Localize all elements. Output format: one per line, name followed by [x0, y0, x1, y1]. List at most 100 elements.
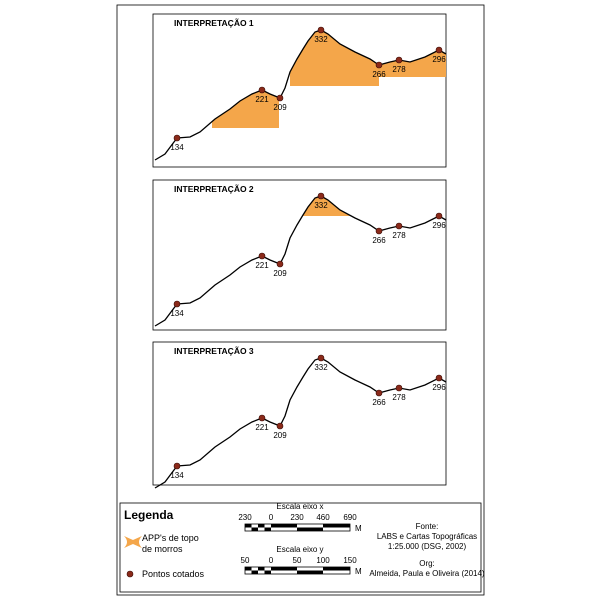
point [435, 46, 443, 54]
point-label: 221 [255, 95, 269, 104]
point [375, 227, 383, 235]
point [317, 26, 325, 34]
scale-unit: M [355, 567, 362, 576]
point [258, 252, 266, 260]
scale-label: 150 [343, 556, 357, 565]
point [317, 192, 325, 200]
legend-box [119, 502, 482, 593]
app-symbol [124, 536, 142, 548]
scale-unit: M [355, 524, 362, 533]
point-label: 266 [372, 398, 386, 407]
panel-frame [152, 341, 447, 486]
point [276, 94, 284, 102]
point-label: 266 [372, 236, 386, 245]
source: LABS e Cartas Topográficas [377, 532, 477, 541]
point [375, 389, 383, 397]
point [258, 414, 266, 422]
scale-cell [323, 524, 350, 528]
panels: INTERPRETAÇÃO 1134221209332266278296INTE… [152, 13, 447, 489]
scale-title: Escala eixo x [276, 502, 323, 511]
scale-label: 50 [241, 556, 250, 565]
scale-cell [251, 570, 258, 574]
scale-label: 230 [238, 513, 252, 522]
scale-cell [258, 567, 265, 571]
app-area [212, 90, 279, 128]
point-label: 221 [255, 423, 269, 432]
point [258, 86, 266, 94]
point-label: 332 [314, 363, 328, 372]
scale-label: 0 [269, 556, 274, 565]
source: Fonte: [416, 522, 439, 531]
scale-label: 50 [293, 556, 302, 565]
app-area [379, 50, 446, 77]
panel-title: INTERPRETAÇÃO 3 [174, 346, 254, 356]
point-label: 209 [273, 269, 287, 278]
legend-label: APP's de topo [142, 533, 199, 543]
point [395, 56, 403, 64]
point-label: 278 [392, 65, 406, 74]
point [276, 260, 284, 268]
point-label: 221 [255, 261, 269, 270]
point-label: 134 [170, 471, 184, 480]
point-label: 278 [392, 231, 406, 240]
scale-cell [264, 527, 271, 531]
point-label: 332 [314, 201, 328, 210]
legend-label: Pontos cotados [142, 569, 205, 579]
point [375, 61, 383, 69]
scale-cell [245, 524, 252, 528]
panel-title: INTERPRETAÇÃO 1 [174, 18, 254, 28]
scale-cell [323, 567, 350, 571]
app-area [290, 30, 379, 86]
scales: Escala eixo x 230 0 230 460 690 M Escala eixo y… [238, 502, 362, 576]
point-label: 332 [314, 35, 328, 44]
point [173, 300, 181, 308]
point-label: 278 [392, 393, 406, 402]
point-label: 296 [432, 383, 446, 392]
scale-cell [271, 524, 297, 528]
org: Almeida, Paula e Oliveira (2014) [369, 569, 485, 578]
scale-cell [297, 527, 323, 531]
point [435, 212, 443, 220]
scale-cell [297, 570, 323, 574]
panel: INTERPRETAÇÃO 1 134 221 209 332 266 278 296 [152, 13, 447, 168]
scale-label: 460 [316, 513, 330, 522]
point-symbol [126, 570, 134, 578]
point [395, 384, 403, 392]
panel-frame [152, 179, 447, 331]
scale-cell [245, 567, 252, 571]
profile [154, 195, 447, 327]
legend-title: Legenda [124, 508, 174, 522]
panel: INTERPRETAÇÃO 2 134 221 209 332 266 278 296 [152, 179, 447, 331]
scale-cell [271, 567, 297, 571]
org: Org: [419, 559, 435, 568]
panel-title: INTERPRETAÇÃO 2 [174, 184, 254, 194]
point [435, 374, 443, 382]
app-area [300, 196, 356, 216]
panel: INTERPRETAÇÃO 3 134 221 209 332 266 278 296 [152, 341, 447, 489]
profile [154, 357, 447, 489]
point-label: 209 [273, 103, 287, 112]
point [173, 462, 181, 470]
scale-title: Escala eixo y [276, 545, 323, 554]
panel-frame [152, 13, 447, 168]
legend-label: de morros [142, 544, 183, 554]
point [317, 354, 325, 362]
source: 1:25.000 (DSG, 2002) [388, 542, 467, 551]
scale-cell [264, 570, 271, 574]
point-label: 134 [170, 143, 184, 152]
scale-label: 230 [290, 513, 304, 522]
point [395, 222, 403, 230]
point-label: 209 [273, 431, 287, 440]
point-label: 296 [432, 221, 446, 230]
scale-label: 690 [343, 513, 357, 522]
point-label: 134 [170, 309, 184, 318]
point [276, 422, 284, 430]
scale-cell [258, 524, 265, 528]
point [173, 134, 181, 142]
point-label: 266 [372, 70, 386, 79]
scale-label: 100 [316, 556, 330, 565]
profile [154, 29, 447, 161]
scale-label: 0 [269, 513, 274, 522]
point-label: 296 [432, 55, 446, 64]
